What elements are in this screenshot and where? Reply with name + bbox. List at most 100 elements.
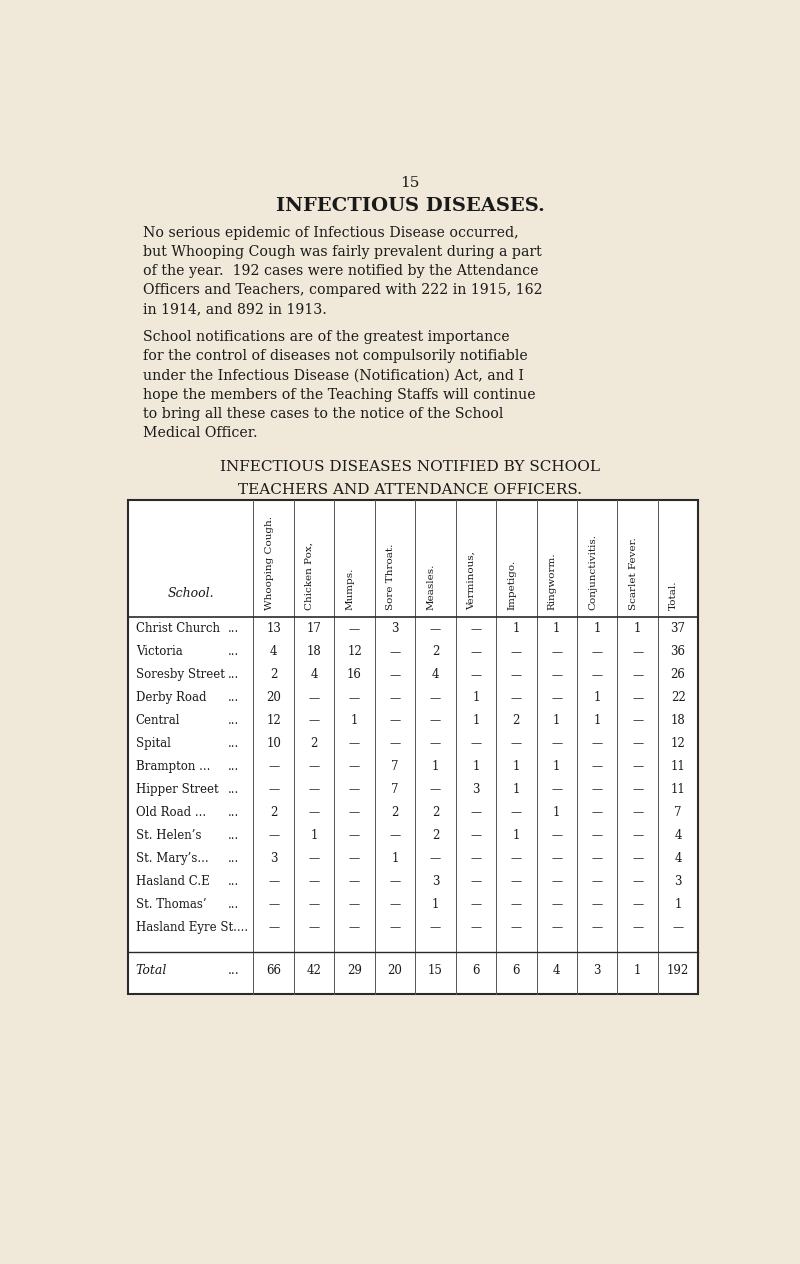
- Text: 1: 1: [674, 897, 682, 910]
- Text: —: —: [390, 830, 401, 841]
- Text: 1: 1: [553, 714, 561, 727]
- Text: Impetigo.: Impetigo.: [507, 560, 516, 609]
- Text: Measles.: Measles.: [426, 564, 435, 609]
- Text: —: —: [632, 785, 643, 795]
- Text: —: —: [551, 899, 562, 909]
- Text: St. Mary’s...: St. Mary’s...: [136, 852, 208, 865]
- Text: —: —: [349, 808, 360, 818]
- Text: —: —: [430, 738, 441, 748]
- Text: 1: 1: [432, 897, 439, 910]
- Text: 4: 4: [310, 669, 318, 681]
- Text: —: —: [349, 693, 360, 703]
- Text: —: —: [268, 899, 279, 909]
- Text: —: —: [268, 876, 279, 886]
- Text: 7: 7: [674, 806, 682, 819]
- Text: —: —: [309, 876, 320, 886]
- Text: 1: 1: [391, 852, 398, 865]
- Text: —: —: [430, 624, 441, 633]
- Text: —: —: [470, 876, 482, 886]
- Text: —: —: [309, 761, 320, 771]
- Text: 3: 3: [270, 852, 278, 865]
- Text: —: —: [390, 899, 401, 909]
- Text: hope the members of the Teaching Staffs will continue: hope the members of the Teaching Staffs …: [142, 388, 535, 402]
- Text: School notifications are of the greatest importance: School notifications are of the greatest…: [142, 330, 510, 344]
- Text: 2: 2: [432, 829, 439, 842]
- Text: TEACHERS AND ATTENDANCE OFFICERS.: TEACHERS AND ATTENDANCE OFFICERS.: [238, 483, 582, 498]
- Text: —: —: [470, 624, 482, 633]
- Text: 10: 10: [266, 737, 281, 750]
- Text: Whooping Cough.: Whooping Cough.: [265, 516, 274, 609]
- Text: —: —: [268, 830, 279, 841]
- Text: —: —: [551, 830, 562, 841]
- Text: Scarlet Fever.: Scarlet Fever.: [629, 537, 638, 609]
- Text: —: —: [349, 899, 360, 909]
- Text: —: —: [592, 899, 602, 909]
- Text: 1: 1: [513, 760, 520, 774]
- Text: 15: 15: [428, 963, 443, 977]
- Text: —: —: [309, 899, 320, 909]
- Text: —: —: [470, 738, 482, 748]
- Text: 1: 1: [351, 714, 358, 727]
- Text: Medical Officer.: Medical Officer.: [142, 426, 258, 440]
- Text: Hipper Street: Hipper Street: [136, 782, 218, 796]
- Text: Ringworm.: Ringworm.: [548, 552, 557, 609]
- Text: 2: 2: [270, 806, 278, 819]
- Text: Victoria: Victoria: [136, 646, 182, 659]
- Text: —: —: [592, 923, 602, 932]
- Text: —: —: [592, 853, 602, 863]
- Text: 16: 16: [347, 669, 362, 681]
- Text: St. Thomas’: St. Thomas’: [136, 897, 206, 910]
- Text: Total: Total: [136, 963, 167, 977]
- Text: —: —: [349, 876, 360, 886]
- Text: —: —: [592, 830, 602, 841]
- Text: 4: 4: [674, 829, 682, 842]
- Text: 18: 18: [306, 646, 322, 659]
- Text: 37: 37: [670, 622, 686, 636]
- Text: Spital: Spital: [136, 737, 170, 750]
- Text: of the year.  192 cases were notified by the Attendance: of the year. 192 cases were notified by …: [142, 264, 538, 278]
- Text: —: —: [268, 923, 279, 932]
- Text: 1: 1: [553, 622, 561, 636]
- Text: under the Infectious Disease (Notification) Act, and I: under the Infectious Disease (Notificati…: [142, 369, 524, 383]
- Text: 4: 4: [674, 852, 682, 865]
- Text: Hasland C.E: Hasland C.E: [136, 875, 210, 887]
- Text: for the control of diseases not compulsorily notifiable: for the control of diseases not compulso…: [142, 349, 527, 364]
- Text: ...: ...: [228, 852, 239, 865]
- Text: —: —: [309, 923, 320, 932]
- Text: 3: 3: [594, 963, 601, 977]
- Text: St. Helen’s: St. Helen’s: [136, 829, 201, 842]
- Text: 1: 1: [634, 963, 642, 977]
- Text: 1: 1: [594, 714, 601, 727]
- Text: Hasland Eyre St....: Hasland Eyre St....: [136, 920, 248, 934]
- Text: —: —: [349, 624, 360, 633]
- Text: —: —: [551, 738, 562, 748]
- Text: 192: 192: [667, 963, 690, 977]
- Text: 42: 42: [306, 963, 322, 977]
- Text: —: —: [430, 853, 441, 863]
- Text: 1: 1: [513, 782, 520, 796]
- Text: —: —: [470, 923, 482, 932]
- Text: —: —: [349, 830, 360, 841]
- Text: 22: 22: [670, 691, 686, 704]
- Text: 11: 11: [670, 760, 686, 774]
- Text: Brampton ...: Brampton ...: [136, 760, 210, 774]
- Text: 36: 36: [670, 646, 686, 659]
- Text: Derby Road: Derby Road: [136, 691, 206, 704]
- Text: —: —: [470, 830, 482, 841]
- Text: —: —: [430, 715, 441, 726]
- Text: —: —: [551, 876, 562, 886]
- Text: No serious epidemic of Infectious Disease occurred,: No serious epidemic of Infectious Diseas…: [142, 225, 518, 240]
- Text: 4: 4: [270, 646, 278, 659]
- Text: —: —: [390, 738, 401, 748]
- Bar: [128, 501, 698, 994]
- Text: —: —: [309, 785, 320, 795]
- Text: 66: 66: [266, 963, 281, 977]
- Text: —: —: [349, 923, 360, 932]
- Text: 17: 17: [306, 622, 322, 636]
- Text: —: —: [309, 853, 320, 863]
- Text: 1: 1: [594, 691, 601, 704]
- Text: —: —: [510, 899, 522, 909]
- Text: 6: 6: [513, 963, 520, 977]
- Text: Verminous,: Verminous,: [467, 551, 476, 609]
- Text: to bring all these cases to the notice of the School: to bring all these cases to the notice o…: [142, 407, 503, 421]
